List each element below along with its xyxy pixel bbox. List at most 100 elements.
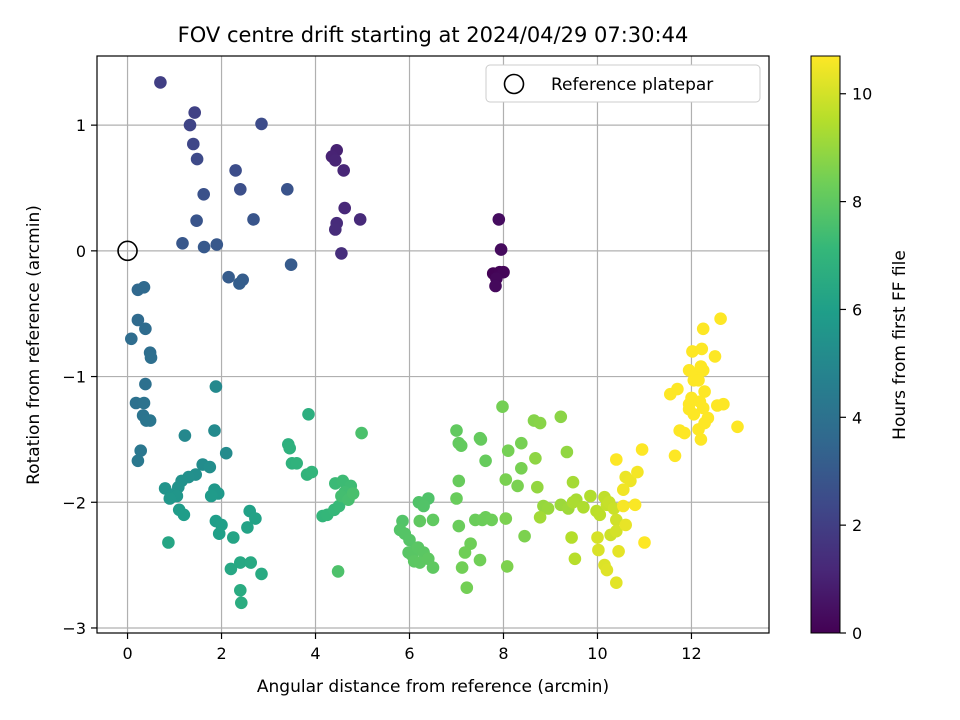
data-point (154, 76, 167, 89)
data-point (355, 426, 368, 440)
data-point (346, 487, 360, 500)
data-point (329, 154, 342, 167)
legend-reference-marker (503, 73, 525, 95)
data-point (694, 360, 708, 373)
data-point (628, 498, 642, 512)
colorbar-ticks: 0 2 4 6 8 10 (840, 85, 872, 643)
data-point (131, 454, 145, 468)
x-tick-label: 6 (404, 644, 414, 663)
data-point (139, 377, 152, 391)
data-point (335, 247, 348, 260)
data-point (624, 474, 637, 488)
data-point (529, 452, 542, 465)
data-point (255, 567, 268, 581)
data-point (204, 489, 218, 503)
data-point (162, 536, 175, 549)
legend-box (485, 64, 761, 103)
colorbar-tick-label: 4 (852, 408, 862, 427)
data-point (593, 508, 607, 522)
data-point (635, 443, 649, 456)
data-points (125, 76, 744, 610)
data-point (134, 444, 147, 458)
data-point (450, 424, 463, 437)
data-point (241, 521, 254, 534)
data-point (531, 480, 544, 494)
data-point (492, 213, 506, 226)
data-point (717, 397, 730, 411)
y-axis-ticks: −3 −2 −1 0 1 (62, 116, 97, 638)
data-point (565, 531, 578, 544)
data-point (584, 489, 597, 503)
chart-title: FOV centre drift starting at 2024/04/29 … (178, 23, 689, 47)
data-point (203, 460, 217, 474)
data-point (247, 213, 260, 226)
data-point (229, 164, 242, 177)
data-point (485, 513, 499, 527)
data-point (455, 561, 469, 574)
data-point (610, 513, 623, 527)
data-point (283, 441, 297, 455)
data-point (331, 565, 345, 578)
data-point (337, 164, 351, 177)
colorbar-label: Hours from first FF file (890, 250, 910, 440)
data-point (619, 518, 632, 532)
data-point (417, 499, 430, 513)
data-point (631, 465, 644, 479)
data-point (474, 433, 488, 446)
data-point (222, 270, 235, 284)
data-point (249, 512, 262, 525)
data-point (500, 560, 514, 573)
data-point (281, 183, 294, 196)
data-point (458, 546, 472, 559)
data-point (208, 424, 221, 437)
data-point (224, 562, 238, 576)
data-point (163, 492, 177, 505)
data-point (125, 332, 138, 346)
data-point (610, 453, 623, 466)
x-axis-label: Angular distance from reference (arcmin) (257, 677, 609, 697)
data-point (600, 563, 614, 577)
data-point (617, 499, 630, 513)
data-point (568, 552, 582, 566)
data-point (176, 237, 189, 250)
data-point (137, 281, 151, 294)
data-point (612, 545, 625, 558)
data-point (332, 499, 346, 513)
data-point (143, 414, 157, 427)
y-tick-label: 0 (76, 242, 86, 261)
data-point (178, 429, 192, 442)
data-point (694, 433, 708, 446)
x-tick-label: 12 (681, 644, 701, 663)
data-point (566, 475, 580, 489)
data-point (290, 457, 304, 470)
data-point (235, 596, 248, 610)
data-point (452, 519, 466, 533)
data-point (617, 483, 630, 497)
x-axis-ticks: 0 2 4 6 8 10 12 (122, 633, 702, 663)
data-point (302, 408, 315, 421)
data-point (452, 474, 466, 488)
data-point (541, 502, 555, 515)
x-tick-label: 4 (310, 644, 320, 663)
colorbar-tick-label: 8 (852, 193, 862, 212)
data-point (190, 214, 203, 227)
legend-entry-reference: Reference platepar (551, 75, 713, 95)
data-point (494, 243, 508, 256)
data-point (426, 513, 440, 527)
colorbar: 0 2 4 6 8 10 Hours from first FF file (810, 55, 910, 643)
data-point (233, 277, 246, 290)
data-point (698, 416, 711, 430)
data-point (139, 322, 152, 336)
data-point (234, 183, 247, 196)
data-point (255, 117, 268, 131)
data-point (460, 581, 474, 594)
data-point (187, 137, 200, 151)
data-point (190, 152, 204, 166)
y-tick-label: −1 (62, 368, 86, 387)
data-point (499, 473, 513, 486)
data-point (219, 446, 233, 460)
data-point (696, 401, 710, 415)
data-point (183, 118, 197, 132)
data-point (197, 240, 211, 254)
